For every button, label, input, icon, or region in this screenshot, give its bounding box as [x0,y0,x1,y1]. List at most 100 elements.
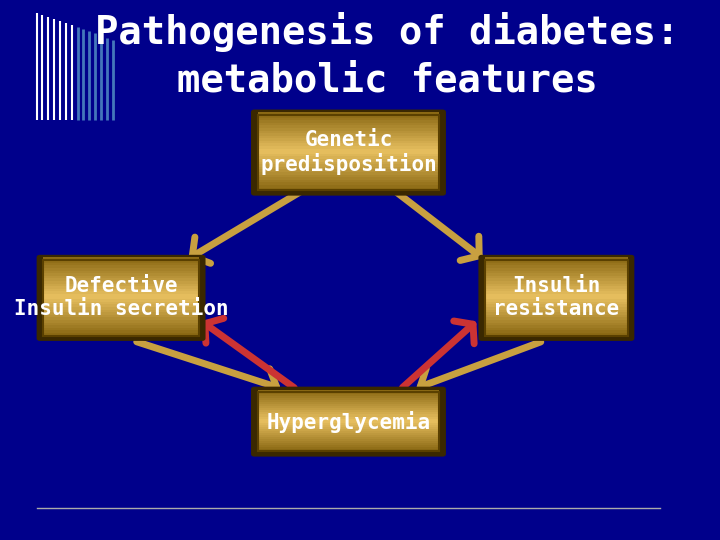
Bar [258,179,439,183]
Bar [43,288,199,292]
Bar [43,309,199,312]
FancyBboxPatch shape [478,255,634,341]
Bar [43,283,199,286]
Bar [43,280,199,284]
Bar [258,426,439,429]
Bar [258,172,439,174]
Text: Genetic
predisposition: Genetic predisposition [260,130,437,176]
Bar [485,260,628,263]
FancyBboxPatch shape [37,255,205,341]
Bar [43,314,199,318]
Bar [43,327,199,330]
Bar [258,404,439,406]
Bar [485,320,628,322]
Bar [485,265,628,268]
FancyBboxPatch shape [251,387,446,457]
Bar [485,301,628,305]
Bar [43,260,199,263]
Bar [43,301,199,305]
Bar [485,280,628,284]
Bar [43,294,199,296]
Bar [258,112,439,115]
Bar [43,317,199,320]
Bar [258,414,439,416]
Bar [258,138,439,141]
Bar [485,296,628,299]
Bar [258,151,439,154]
Bar [258,428,439,431]
Bar [485,267,628,271]
Bar [258,443,439,445]
Bar [258,159,439,161]
Bar [258,135,439,138]
Bar [258,166,439,170]
Bar [485,286,628,289]
Bar [258,422,439,424]
Bar [258,447,439,449]
Bar [258,122,439,125]
Text: Hyperglycemia: Hyperglycemia [266,410,431,433]
Bar [43,267,199,271]
Bar [43,325,199,328]
Bar [258,127,439,131]
Bar [43,304,199,307]
Bar [258,140,439,144]
Bar [485,278,628,281]
Bar [258,174,439,177]
Bar [258,169,439,172]
Bar [43,262,199,265]
Bar [485,294,628,296]
Bar [43,330,199,333]
Bar [485,312,628,315]
Bar [258,406,439,408]
Bar [43,291,199,294]
Bar [258,449,439,451]
Bar [258,441,439,443]
Bar [485,270,628,273]
Bar [258,408,439,410]
Bar [258,185,439,188]
Bar [43,278,199,281]
Bar [258,156,439,159]
Bar [258,433,439,435]
FancyBboxPatch shape [251,110,446,195]
Bar [485,333,628,335]
Bar [43,286,199,289]
Bar [258,430,439,433]
Bar [485,299,628,302]
Bar [258,117,439,120]
Bar [258,177,439,180]
Bar [258,418,439,421]
Bar [258,153,439,157]
Bar [258,410,439,413]
Bar [258,182,439,185]
Bar [485,262,628,265]
Bar [43,322,199,325]
Bar [485,291,628,294]
Bar [258,146,439,148]
Bar [43,333,199,335]
Text: Insulin
resistance: Insulin resistance [493,276,619,320]
Bar [258,396,439,398]
Bar [258,420,439,423]
Bar [485,314,628,318]
Bar [258,402,439,404]
Bar [258,148,439,151]
Bar [43,307,199,309]
Bar [485,307,628,309]
Bar [485,275,628,279]
Bar [258,436,439,439]
Bar [258,389,439,392]
Bar [258,438,439,441]
Bar [485,325,628,328]
Bar [258,400,439,402]
Bar [485,327,628,330]
Bar [485,317,628,320]
Text: Defective
Insulin secretion: Defective Insulin secretion [14,276,228,320]
Bar [258,133,439,136]
Bar [485,322,628,325]
Bar [258,397,439,400]
Bar [43,257,199,260]
Bar [485,283,628,286]
Bar [43,296,199,299]
